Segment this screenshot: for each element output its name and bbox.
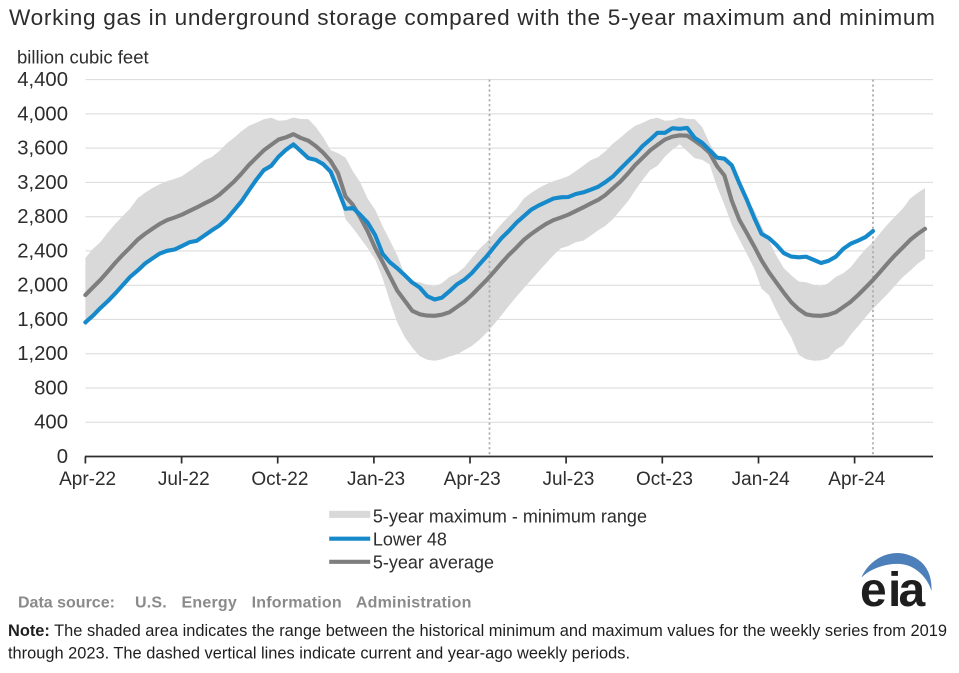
svg-text:2,000: 2,000 bbox=[17, 275, 68, 297]
svg-text:i: i bbox=[888, 564, 901, 617]
svg-text:3,200: 3,200 bbox=[17, 172, 68, 194]
svg-text:Apr-24: Apr-24 bbox=[828, 469, 885, 490]
svg-text:U.S. Energy Information Admini: U.S. Energy Information Administration bbox=[135, 594, 472, 611]
svg-text:800: 800 bbox=[34, 377, 68, 399]
svg-text:Note: The shaded area indicate: Note: The shaded area indicates the rang… bbox=[8, 622, 947, 640]
svg-text:e: e bbox=[860, 564, 887, 617]
svg-text:Oct-23: Oct-23 bbox=[636, 469, 693, 490]
svg-text:Oct-22: Oct-22 bbox=[251, 469, 308, 490]
svg-text:Jan-24: Jan-24 bbox=[732, 469, 791, 490]
svg-text:5-year average: 5-year average bbox=[373, 553, 494, 573]
svg-text:1,200: 1,200 bbox=[17, 343, 68, 365]
svg-text:Data source:: Data source: bbox=[18, 594, 115, 611]
svg-text:Working gas in underground sto: Working gas in underground storage compa… bbox=[9, 5, 935, 30]
svg-text:Lower 48: Lower 48 bbox=[373, 529, 447, 549]
svg-text:through 2023. The dashed verti: through 2023. The dashed vertical lines … bbox=[8, 645, 630, 663]
svg-text:4,000: 4,000 bbox=[17, 103, 68, 125]
svg-text:3,600: 3,600 bbox=[17, 138, 68, 160]
svg-text:2,400: 2,400 bbox=[17, 240, 68, 262]
svg-text:billion cubic feet: billion cubic feet bbox=[17, 46, 149, 67]
svg-text:0: 0 bbox=[57, 446, 68, 468]
svg-text:5-year maximum - minimum range: 5-year maximum - minimum range bbox=[373, 506, 647, 526]
svg-text:Apr-23: Apr-23 bbox=[444, 469, 501, 490]
svg-text:2,800: 2,800 bbox=[17, 206, 68, 228]
svg-text:Jul-22: Jul-22 bbox=[158, 469, 210, 490]
svg-text:4,400: 4,400 bbox=[17, 69, 68, 91]
svg-text:1,600: 1,600 bbox=[17, 309, 68, 331]
svg-text:400: 400 bbox=[34, 412, 68, 434]
svg-text:Jul-23: Jul-23 bbox=[543, 469, 595, 490]
svg-text:Apr-22: Apr-22 bbox=[59, 469, 116, 490]
svg-text:Jan-23: Jan-23 bbox=[347, 469, 405, 490]
